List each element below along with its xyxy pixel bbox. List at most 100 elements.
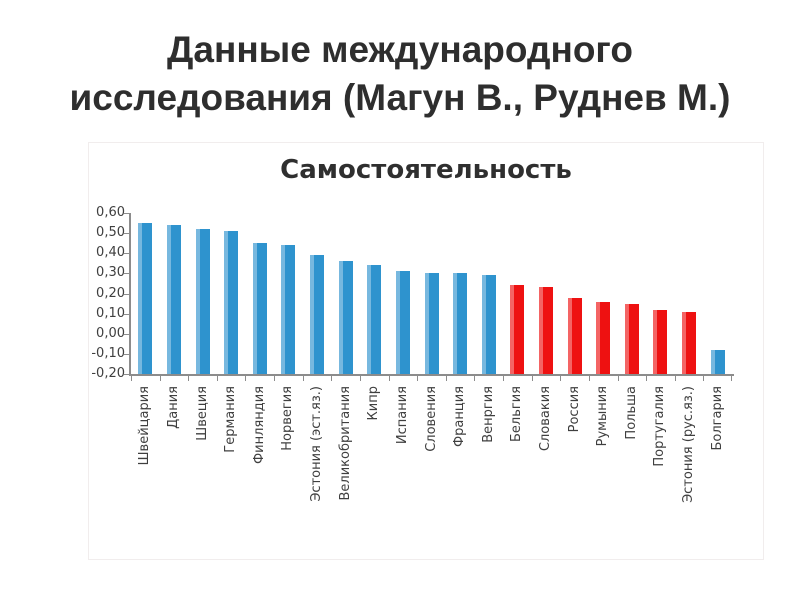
- x-category-label: Испания: [394, 386, 410, 445]
- y-tick-label: 0,10: [96, 305, 125, 321]
- x-category-label: Словакия: [537, 386, 553, 452]
- x-axis-tick: [675, 376, 676, 381]
- x-axis-tick: [503, 376, 504, 381]
- bar-highlight: [624, 303, 629, 374]
- bar-6: [281, 245, 296, 374]
- bar-14: [510, 285, 525, 374]
- y-tick-label: 0,20: [96, 285, 125, 301]
- bar-highlight: [453, 273, 458, 374]
- x-axis-tick: [474, 376, 475, 381]
- bar-9: [367, 265, 382, 374]
- bar-11: [424, 273, 439, 374]
- y-axis-tick: [124, 353, 129, 355]
- bar-highlight: [538, 287, 543, 374]
- x-category-label: Франция: [452, 386, 468, 448]
- bar-13: [481, 275, 496, 374]
- plot-area: [131, 213, 732, 374]
- x-axis-tick: [303, 376, 304, 381]
- x-axis-tick: [360, 376, 361, 381]
- bar-4: [224, 231, 239, 374]
- bar-8: [338, 261, 353, 374]
- y-tick-label: -0,20: [91, 366, 125, 381]
- bar-highlight: [481, 275, 486, 374]
- x-axis-tick: [245, 376, 246, 381]
- x-category-label: Румыния: [595, 386, 611, 447]
- y-axis-tick: [124, 233, 129, 235]
- bar-20: [682, 311, 697, 374]
- chart-title: Самостоятельность: [280, 155, 572, 185]
- y-axis-line: [129, 213, 131, 376]
- bar-highlight: [682, 311, 687, 374]
- bar-highlight: [424, 273, 429, 374]
- x-category-label: Венргия: [480, 386, 496, 443]
- bar-16: [567, 297, 582, 374]
- y-tick-label: 0,40: [96, 245, 125, 261]
- y-tick-label: 0,60: [96, 205, 125, 220]
- bar-1: [138, 223, 153, 374]
- x-axis-tick: [331, 376, 332, 381]
- bar-19: [653, 309, 668, 374]
- x-axis-line: [129, 374, 734, 376]
- x-category-label: Эстония (рус.яз.): [681, 386, 697, 503]
- x-category-label: Россия: [566, 386, 582, 433]
- x-category-label: Словения: [423, 386, 439, 452]
- x-axis-tick: [389, 376, 390, 381]
- bar-chart: Самостоятельность Швейцария Дания Швеция Ге…: [88, 142, 764, 560]
- y-axis-tick: [124, 253, 129, 255]
- x-axis-tick: [131, 376, 132, 381]
- x-axis-tick: [274, 376, 275, 381]
- bar-12: [453, 273, 468, 374]
- slide-title-line2: исследования (Магун В., Руднев М.): [69, 77, 731, 118]
- x-axis-tick: [560, 376, 561, 381]
- x-axis-tick: [160, 376, 161, 381]
- bar-2: [166, 225, 181, 374]
- slide-title: Данные международного исследования (Магу…: [40, 26, 760, 122]
- bar-highlight: [567, 297, 572, 374]
- bar-15: [538, 287, 553, 374]
- y-axis-tick: [124, 293, 129, 295]
- bar-highlight: [138, 223, 143, 374]
- x-axis-tick: [217, 376, 218, 381]
- bar-highlight: [710, 349, 715, 374]
- x-axis-tick: [731, 376, 732, 381]
- bar-highlight: [338, 261, 343, 374]
- x-axis-labels: Швейцария Дания Швеция Германия Финляндия Нор…: [131, 386, 732, 551]
- bar-highlight: [596, 301, 601, 374]
- x-category-label: Польша: [623, 386, 639, 440]
- y-axis-tick: [124, 333, 129, 335]
- y-axis-tick: [124, 213, 129, 214]
- bar-highlight: [367, 265, 372, 374]
- bar-highlight: [653, 309, 658, 374]
- x-axis-tick: [618, 376, 619, 381]
- x-category-label: Португалия: [652, 386, 668, 467]
- bar-highlight: [310, 255, 315, 374]
- bar-7: [310, 255, 325, 374]
- x-axis-tick: [646, 376, 647, 381]
- slide-title-line1: Данные международного: [167, 29, 633, 70]
- bar-highlight: [281, 245, 286, 374]
- x-category-label: Норвегия: [280, 386, 296, 451]
- bar-10: [395, 271, 410, 374]
- y-tick-label: -0,10: [91, 345, 125, 361]
- bar-highlight: [195, 229, 200, 374]
- y-tick-label: 0,00: [96, 325, 125, 341]
- x-axis-tick: [532, 376, 533, 381]
- x-axis-tick: [703, 376, 704, 381]
- bar-highlight: [166, 225, 171, 374]
- bar-highlight: [252, 243, 257, 374]
- bar-21: [710, 349, 725, 374]
- x-category-label: Кипр: [366, 386, 382, 421]
- x-category-label: Финляндия: [251, 386, 267, 465]
- bar-5: [252, 243, 267, 374]
- x-category-label: Великобритания: [337, 386, 353, 501]
- x-category-label: Эстония (эст.яз.): [309, 386, 325, 502]
- bar-18: [624, 303, 639, 374]
- bar-highlight: [224, 231, 229, 374]
- y-axis-tick: [124, 313, 129, 315]
- x-axis-tick: [188, 376, 189, 381]
- x-category-label: Швейцария: [137, 386, 153, 466]
- y-tick-label: 0,30: [96, 265, 125, 281]
- x-category-label: Бельгия: [509, 386, 525, 442]
- x-axis-tick: [589, 376, 590, 381]
